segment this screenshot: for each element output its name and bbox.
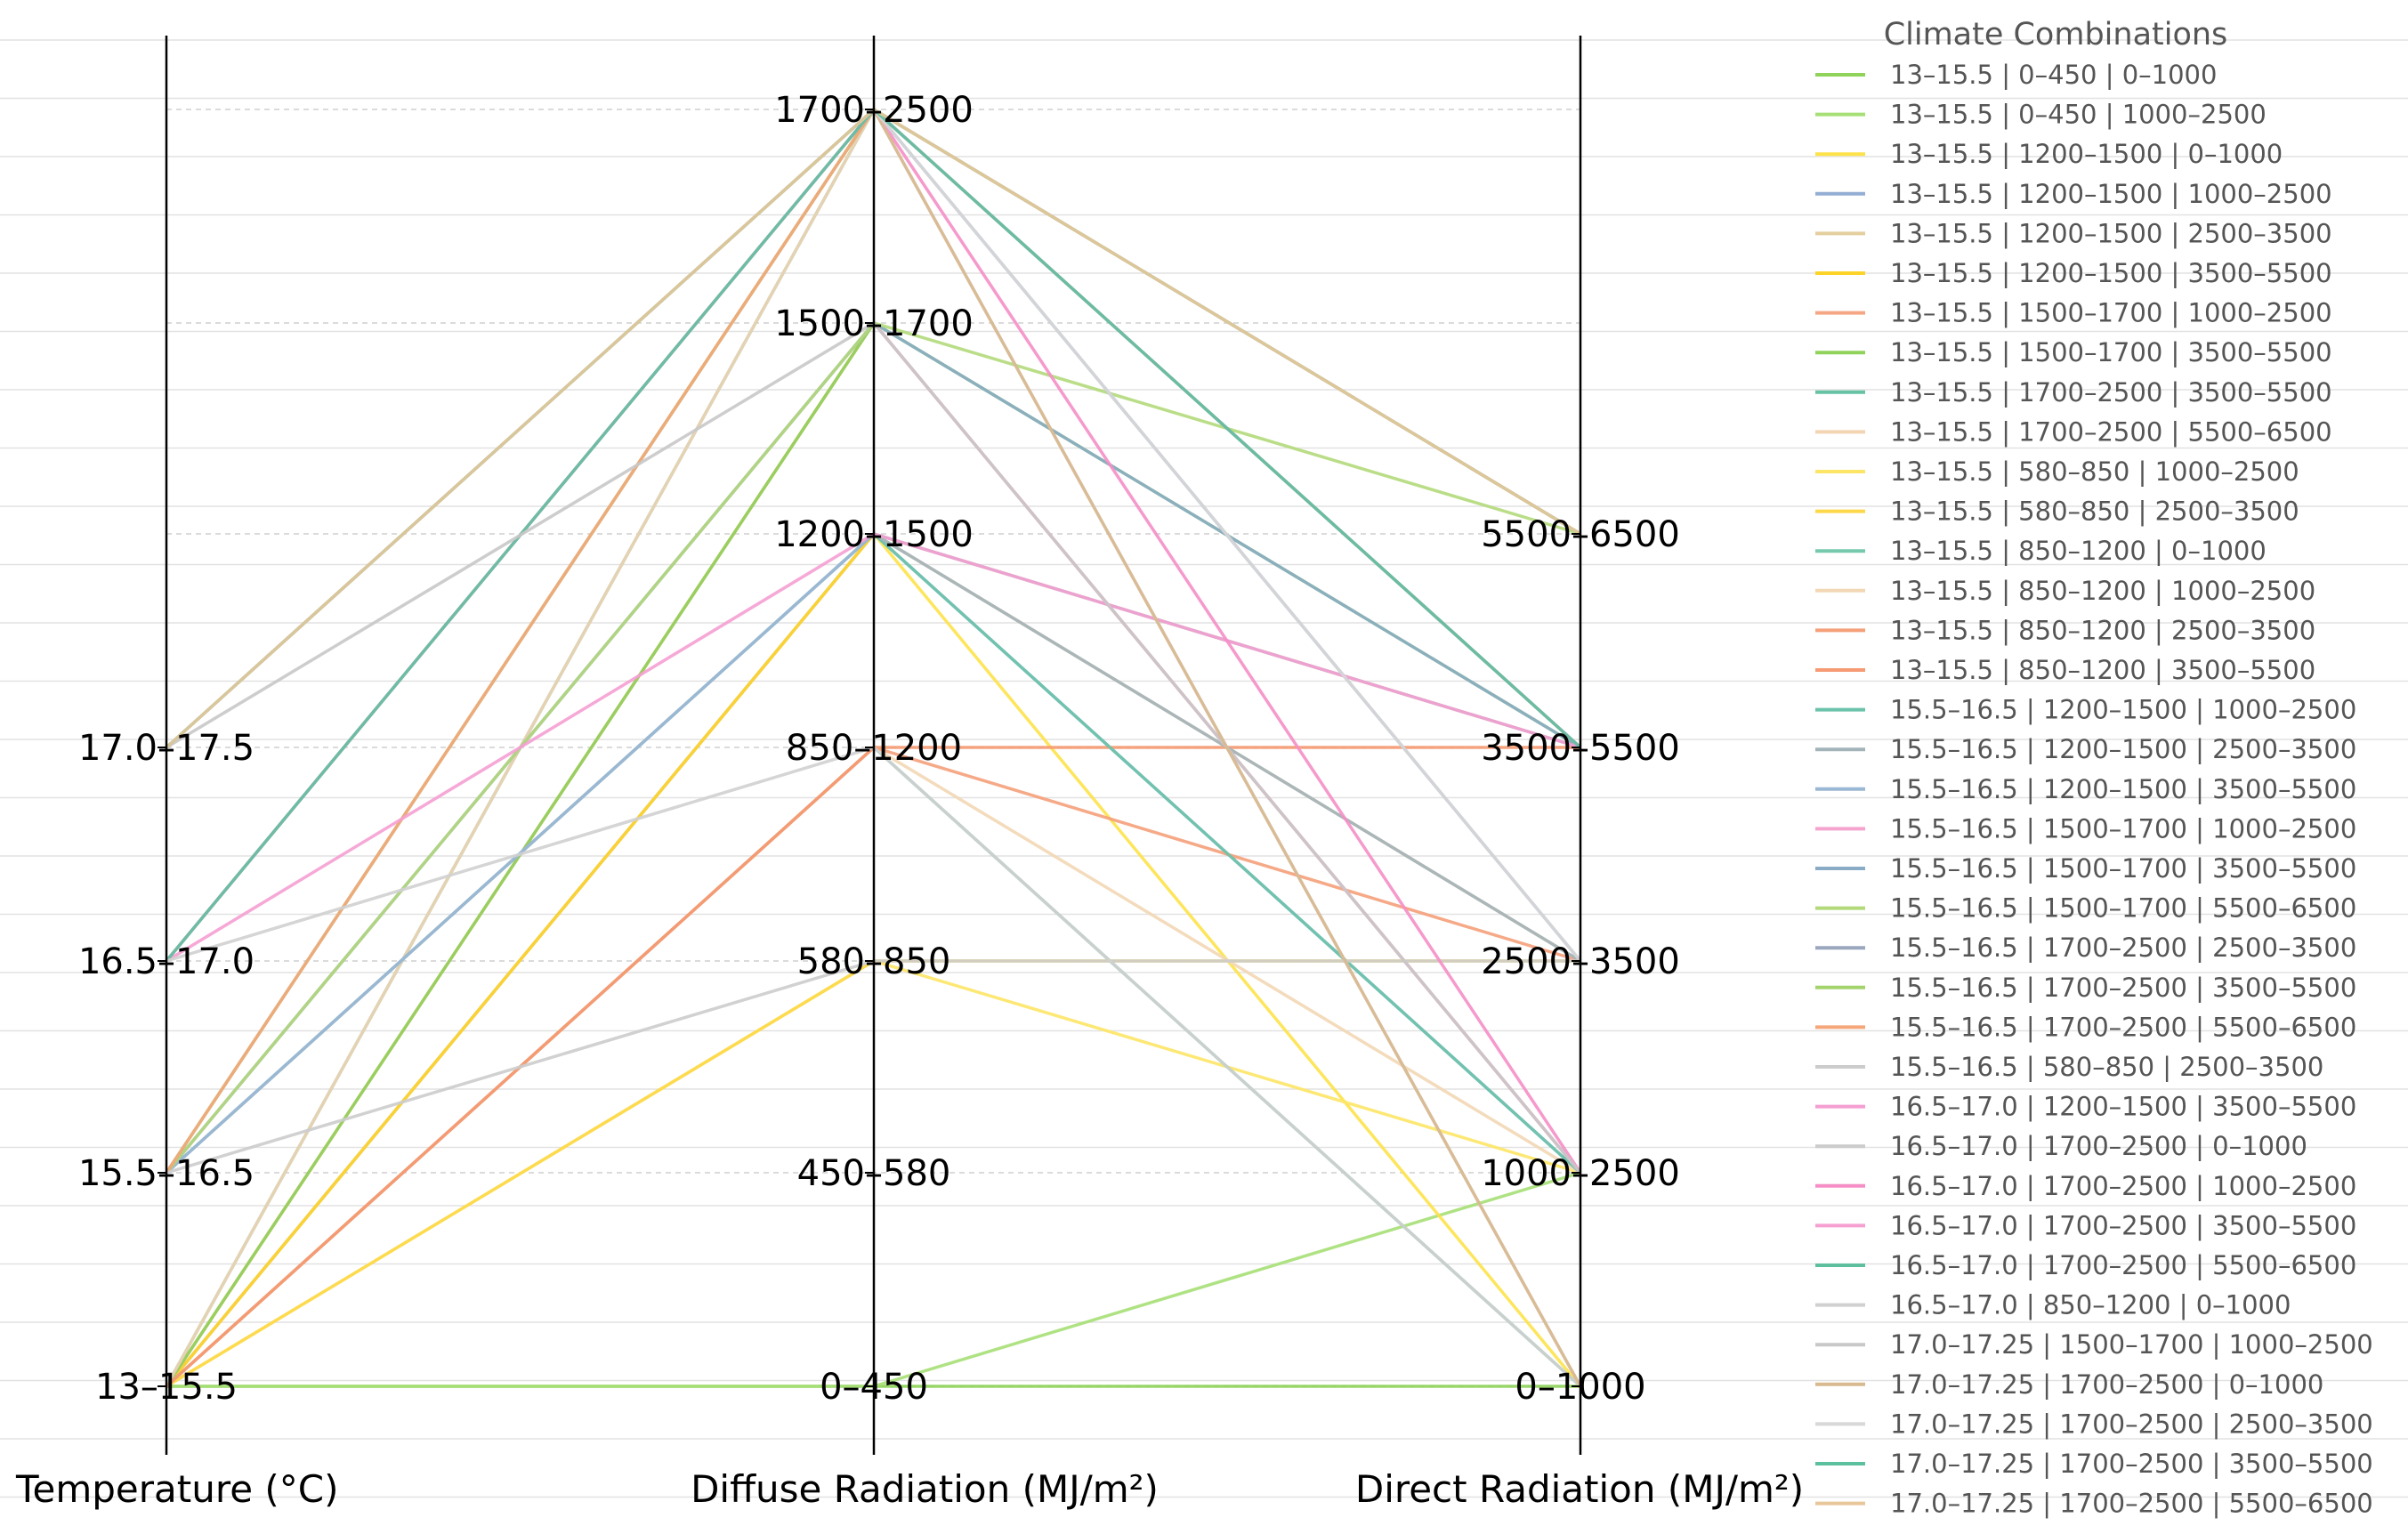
legend-entry-13-15-5-850-1200-0-1000: 13–15.5 | 850–1200 | 0–1000 bbox=[1890, 536, 2267, 566]
legend-entry-15-5-16-5-580-850-2500-3500: 15.5–16.5 | 580–850 | 2500–3500 bbox=[1890, 1052, 2323, 1082]
legend-entry-13-15-5-1500-1700-1000-2500: 13–15.5 | 1500–1700 | 1000–2500 bbox=[1890, 298, 2332, 328]
legend-entry-17-0-17-25-1700-2500-5500-6500: 17.0–17.25 | 1700–2500 | 5500–6500 bbox=[1890, 1489, 2373, 1519]
legend-entry-15-5-16-5-1500-1700-5500-6500: 15.5–16.5 | 1500–1700 | 5500–6500 bbox=[1890, 893, 2356, 924]
tick-label-diffuse-450-580: 450–580 bbox=[797, 1153, 951, 1194]
legend-entry-13-15-5-1200-1500-0-1000: 13–15.5 | 1200–1500 | 0–1000 bbox=[1890, 139, 2283, 169]
axis-label-direct: Direct Radiation (MJ/m²) bbox=[1355, 1467, 1804, 1511]
legend-entry-15-5-16-5-1700-2500-3500-5500: 15.5–16.5 | 1700–2500 | 3500–5500 bbox=[1890, 973, 2356, 1003]
axis-label-temperature: Temperature (°C) bbox=[15, 1467, 339, 1511]
tick-label-direct-5500-6500: 5500–6500 bbox=[1481, 514, 1680, 555]
legend-title: Climate Combinations bbox=[1884, 17, 2228, 52]
legend-entry-17-0-17-25-1700-2500-0-1000: 17.0–17.25 | 1700–2500 | 0–1000 bbox=[1890, 1369, 2323, 1400]
legend-entry-13-15-5-850-1200-2500-3500: 13–15.5 | 850–1200 | 2500–3500 bbox=[1890, 615, 2315, 645]
legend-entry-16-5-17-0-850-1200-0-1000: 16.5–17.0 | 850–1200 | 0–1000 bbox=[1890, 1290, 2291, 1320]
legend-entry-13-15-5-1200-1500-3500-5500: 13–15.5 | 1200–1500 | 3500–5500 bbox=[1890, 258, 2332, 288]
tick-label-diffuse-1500-1700: 1500–1700 bbox=[774, 303, 974, 344]
legend-entry-13-15-5-1500-1700-3500-5500: 13–15.5 | 1500–1700 | 3500–5500 bbox=[1890, 337, 2332, 367]
legend-entry-13-15-5-580-850-1000-2500: 13–15.5 | 580–850 | 1000–2500 bbox=[1890, 456, 2299, 487]
legend-entry-15-5-16-5-1700-2500-2500-3500: 15.5–16.5 | 1700–2500 | 2500–3500 bbox=[1890, 933, 2356, 963]
gridlines bbox=[0, 39, 2408, 1498]
legend-entry-16-5-17-0-1700-2500-5500-6500: 16.5–17.0 | 1700–2500 | 5500–6500 bbox=[1890, 1250, 2356, 1280]
legend-entry-16-5-17-0-1700-2500-0-1000: 16.5–17.0 | 1700–2500 | 0–1000 bbox=[1890, 1131, 2307, 1161]
legend-entry-15-5-16-5-1500-1700-3500-5500: 15.5–16.5 | 1500–1700 | 3500–5500 bbox=[1890, 853, 2356, 884]
legend-entry-13-15-5-850-1200-1000-2500: 13–15.5 | 850–1200 | 1000–2500 bbox=[1890, 576, 2315, 606]
axes: 13–15.5 15.5–16.5 16.5–17.0 17.0–17.5 Temper… bbox=[15, 36, 1804, 1511]
legend-entry-13-15-5-0-450-0-1000: 13–15.5 | 0–450 | 0–1000 bbox=[1890, 60, 2217, 90]
legend-entry-13-15-5-1700-2500-5500-6500: 13–15.5 | 1700–2500 | 5500–6500 bbox=[1890, 416, 2332, 447]
tick-label-temperature-13-15-5: 13–15.5 bbox=[95, 1367, 238, 1408]
axis-label-diffuse: Diffuse Radiation (MJ/m²) bbox=[691, 1467, 1159, 1511]
tick-label-direct-3500-5500: 3500–5500 bbox=[1481, 728, 1680, 769]
legend-entry-16-5-17-0-1700-2500-3500-5500: 16.5–17.0 | 1700–2500 | 3500–5500 bbox=[1890, 1210, 2356, 1240]
legend-entry-15-5-16-5-1200-1500-3500-5500: 15.5–16.5 | 1200–1500 | 3500–5500 bbox=[1890, 774, 2356, 804]
tick-label-diffuse-1200-1500: 1200–1500 bbox=[774, 514, 974, 555]
legend-entry-13-15-5-1200-1500-2500-3500: 13–15.5 | 1200–1500 | 2500–3500 bbox=[1890, 218, 2332, 248]
legend-entry-15-5-16-5-1700-2500-5500-6500: 15.5–16.5 | 1700–2500 | 5500–6500 bbox=[1890, 1012, 2356, 1042]
legend-entry-13-15-5-1700-2500-3500-5500: 13–15.5 | 1700–2500 | 3500–5500 bbox=[1890, 377, 2332, 408]
legend-entry-17-0-17-25-1500-1700-1000-2500: 17.0–17.25 | 1500–1700 | 1000–2500 bbox=[1890, 1329, 2373, 1360]
legend-entry-13-15-5-1200-1500-1000-2500: 13–15.5 | 1200–1500 | 1000–2500 bbox=[1890, 179, 2332, 209]
tick-label-diffuse-1700-2500: 1700–2500 bbox=[774, 90, 974, 131]
legend-entry-15-5-16-5-1200-1500-1000-2500: 15.5–16.5 | 1200–1500 | 1000–2500 bbox=[1890, 695, 2356, 725]
tick-label-diffuse-0-450: 0–450 bbox=[820, 1367, 928, 1408]
tick-label-temperature-16-5-17-0: 16.5–17.0 bbox=[78, 941, 255, 982]
legend-entry-15-5-16-5-1500-1700-1000-2500: 15.5–16.5 | 1500–1700 | 1000–2500 bbox=[1890, 813, 2356, 844]
legend-entry-17-0-17-25-1700-2500-3500-5500: 17.0–17.25 | 1700–2500 | 3500–5500 bbox=[1890, 1449, 2373, 1479]
legend-entry-15-5-16-5-1200-1500-2500-3500: 15.5–16.5 | 1200–1500 | 2500–3500 bbox=[1890, 734, 2356, 764]
tick-label-direct-1000-2500: 1000–2500 bbox=[1481, 1153, 1680, 1194]
tick-label-direct-0-1000: 0–1000 bbox=[1515, 1367, 1645, 1408]
legend-entry-16-5-17-0-1200-1500-3500-5500: 16.5–17.0 | 1200–1500 | 3500–5500 bbox=[1890, 1092, 2356, 1122]
tick-label-diffuse-850-1200: 850–1200 bbox=[786, 728, 962, 769]
legend-entry-17-0-17-25-1700-2500-2500-3500: 17.0–17.25 | 1700–2500 | 2500–3500 bbox=[1890, 1409, 2373, 1439]
legend-entry-13-15-5-580-850-2500-3500: 13–15.5 | 580–850 | 2500–3500 bbox=[1890, 497, 2299, 527]
tick-label-diffuse-580-850: 580–850 bbox=[797, 941, 951, 982]
legend: Climate Combinations 13–15.5 | 0–450 | 0… bbox=[1815, 17, 2373, 1519]
tick-label-temperature-15-5-16-5: 15.5–16.5 bbox=[78, 1153, 255, 1194]
tick-label-direct-2500-3500: 2500–3500 bbox=[1481, 941, 1680, 982]
legend-entry-16-5-17-0-1700-2500-1000-2500: 16.5–17.0 | 1700–2500 | 1000–2500 bbox=[1890, 1171, 2356, 1201]
legend-entry-13-15-5-850-1200-3500-5500: 13–15.5 | 850–1200 | 3500–5500 bbox=[1890, 655, 2315, 685]
legend-entry-13-15-5-0-450-1000-2500: 13–15.5 | 0–450 | 1000–2500 bbox=[1890, 100, 2267, 130]
tick-label-temperature-17-0-17-5: 17.0–17.5 bbox=[78, 728, 255, 769]
